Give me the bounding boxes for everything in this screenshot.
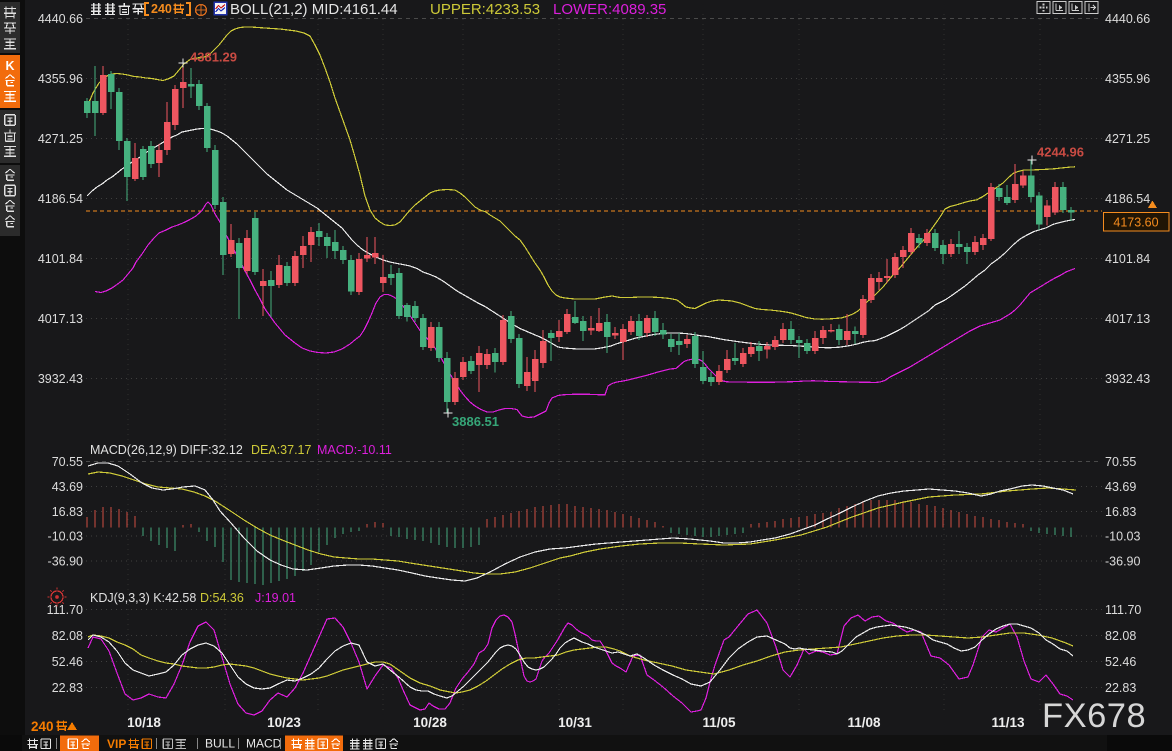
- svg-text:K: K: [5, 59, 14, 73]
- svg-text:4355.96: 4355.96: [1105, 72, 1150, 86]
- svg-text:4271.25: 4271.25: [1105, 132, 1150, 146]
- svg-text:4173.60: 4173.60: [1113, 216, 1158, 230]
- svg-text:D:54.36: D:54.36: [200, 591, 244, 605]
- svg-text:52.46: 52.46: [1105, 655, 1136, 669]
- svg-text:3932.43: 3932.43: [1105, 372, 1150, 386]
- svg-text:10/31: 10/31: [558, 715, 592, 730]
- svg-text:10/28: 10/28: [413, 715, 447, 730]
- svg-text:4271.25: 4271.25: [38, 132, 83, 146]
- svg-text:4017.13: 4017.13: [38, 312, 83, 326]
- svg-text:70.55: 70.55: [52, 455, 83, 469]
- svg-text:70.55: 70.55: [1105, 455, 1136, 469]
- svg-text:43.69: 43.69: [1105, 480, 1136, 494]
- svg-text:-36.90: -36.90: [48, 555, 83, 569]
- svg-text:10/18: 10/18: [127, 715, 161, 730]
- svg-text:11/13: 11/13: [991, 715, 1025, 730]
- svg-text:111.70: 111.70: [1105, 603, 1141, 617]
- svg-text:240: 240: [31, 719, 54, 734]
- svg-text:3886.51: 3886.51: [452, 414, 499, 429]
- svg-text:MACD: MACD: [246, 737, 282, 751]
- svg-text:240: 240: [151, 2, 172, 16]
- svg-text:82.08: 82.08: [1105, 629, 1136, 643]
- svg-text:-36.90: -36.90: [1105, 555, 1140, 569]
- svg-text:22.83: 22.83: [1105, 681, 1136, 695]
- svg-text:4244.96: 4244.96: [1037, 145, 1084, 160]
- svg-text:82.08: 82.08: [52, 629, 83, 643]
- svg-text:4101.84: 4101.84: [1105, 252, 1150, 266]
- svg-text:DEA:37.17: DEA:37.17: [251, 443, 312, 457]
- svg-text:BULL: BULL: [205, 737, 235, 751]
- svg-text:52.46: 52.46: [52, 655, 83, 669]
- svg-text:4186.54: 4186.54: [38, 192, 83, 206]
- svg-text:VIP: VIP: [107, 737, 126, 751]
- svg-text:16.83: 16.83: [1105, 505, 1136, 519]
- svg-text:16.83: 16.83: [52, 505, 83, 519]
- svg-text:-10.03: -10.03: [48, 530, 83, 544]
- svg-text:11/05: 11/05: [702, 715, 736, 730]
- svg-text:111.70: 111.70: [47, 603, 83, 617]
- svg-text:3932.43: 3932.43: [38, 372, 83, 386]
- svg-text:-10.03: -10.03: [1105, 530, 1140, 544]
- svg-text:4101.84: 4101.84: [38, 252, 83, 266]
- svg-text:11/08: 11/08: [847, 715, 881, 730]
- svg-text:J:19.01: J:19.01: [255, 591, 296, 605]
- svg-text:4440.66: 4440.66: [38, 12, 83, 26]
- svg-text:22.83: 22.83: [52, 681, 83, 695]
- svg-text:FX678: FX678: [1042, 697, 1146, 735]
- svg-text:UPPER:4233.53: UPPER:4233.53: [430, 1, 540, 18]
- svg-text:4017.13: 4017.13: [1105, 312, 1150, 326]
- svg-text:4355.96: 4355.96: [38, 72, 83, 86]
- svg-text:4186.54: 4186.54: [1105, 192, 1150, 206]
- svg-text:MACD:-10.11: MACD:-10.11: [317, 443, 392, 457]
- svg-text:LOWER:4089.35: LOWER:4089.35: [553, 1, 666, 18]
- svg-text:MACD(26,12,9) DIFF:32.12: MACD(26,12,9) DIFF:32.12: [90, 443, 243, 457]
- svg-text:43.69: 43.69: [52, 480, 83, 494]
- svg-text:4440.66: 4440.66: [1105, 12, 1150, 26]
- svg-text:KDJ(9,3,3) K:42.58: KDJ(9,3,3) K:42.58: [90, 591, 196, 605]
- svg-text:4381.29: 4381.29: [190, 50, 237, 65]
- svg-text:10/23: 10/23: [267, 715, 301, 730]
- svg-text:BOLL(21,2) MID:4161.44: BOLL(21,2) MID:4161.44: [230, 1, 398, 18]
